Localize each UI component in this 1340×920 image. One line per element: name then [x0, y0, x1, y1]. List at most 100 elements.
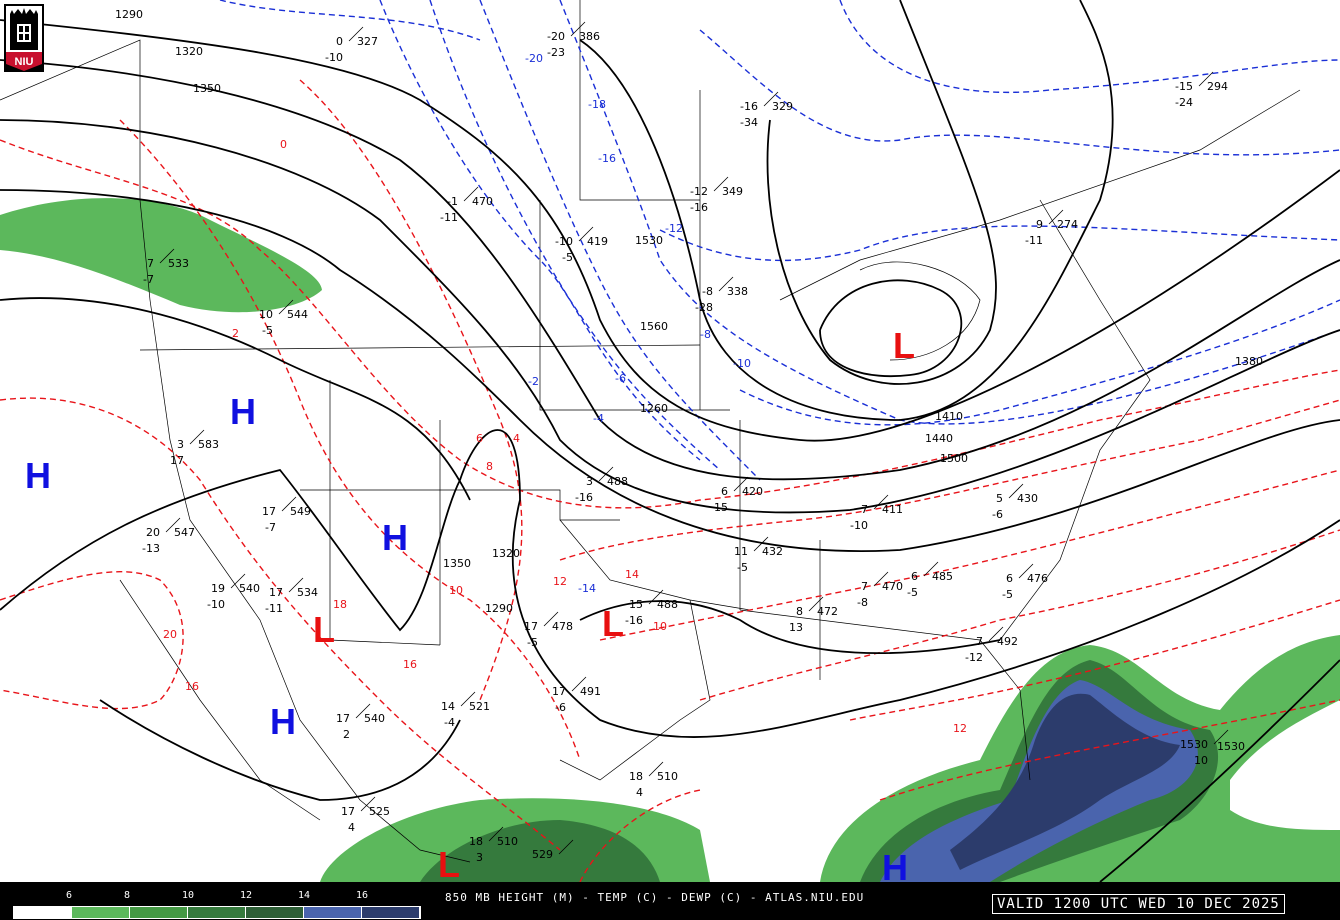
station-temp: 9 — [1036, 218, 1043, 231]
temperature-contour — [559, 0, 1340, 425]
station-temp: -1 — [447, 195, 458, 208]
station-dewpoint: -10 — [325, 51, 343, 64]
station-height: 470 — [882, 580, 903, 593]
wind-barb — [763, 91, 779, 107]
station-dewpoint: -5 — [1002, 588, 1013, 601]
station-temp: 18 — [469, 835, 483, 848]
station-height: 540 — [239, 582, 260, 595]
temperature-contour-label: 6 — [476, 432, 483, 445]
height-contour-label: 1380 — [1235, 355, 1263, 368]
station-dewpoint: -8 — [857, 596, 868, 609]
station-height: 485 — [932, 570, 953, 583]
temperature-contour-label: 14 — [625, 568, 639, 581]
station-height: 472 — [817, 605, 838, 618]
boundary-line — [739, 609, 1031, 781]
niu-logo: NIU — [4, 4, 44, 72]
temperature-contour-label: -6 — [615, 372, 626, 385]
station-dewpoint: -12 — [965, 651, 983, 664]
wind-barb — [753, 536, 769, 552]
temperature-contour — [659, 225, 1340, 262]
wind-barb — [1008, 483, 1024, 499]
station-plot: 17 540 2 — [336, 703, 385, 741]
station-height: 294 — [1207, 80, 1228, 93]
wind-barb — [488, 826, 504, 842]
scale-swatch — [246, 907, 304, 918]
station-dewpoint: -5 — [527, 636, 538, 649]
map-footer: 6 8 10 12 14 16 850 MB HEIGHT (M) - TEMP (C) … — [0, 882, 1340, 920]
low-pressure-center: L — [438, 844, 460, 882]
station-height: 488 — [607, 475, 628, 488]
scale-tick: 14 — [298, 890, 311, 901]
contour-labels: 1290132013501380141014401500153015601260… — [115, 8, 1263, 753]
station-plot: -20 386 -23 — [547, 21, 600, 59]
temperature-contour — [479, 0, 761, 481]
station-dewpoint: -11 — [440, 211, 458, 224]
station-plot: 7 470 -8 — [857, 571, 903, 609]
height-contour-label: 1290 — [485, 602, 513, 615]
height-contour — [819, 279, 963, 378]
station-dewpoint: 4 — [348, 821, 355, 834]
station-temp: 529 — [532, 848, 553, 861]
height-contour — [0, 189, 1340, 552]
wind-barb — [1198, 71, 1214, 87]
station-temp: 7 — [147, 257, 154, 270]
height-contour — [766, 0, 997, 385]
height-contour — [0, 429, 1340, 738]
boundary-line — [859, 261, 981, 361]
wind-barb — [230, 573, 246, 589]
station-height: 420 — [742, 485, 763, 498]
station-plot: 18 510 4 — [629, 761, 678, 799]
station-plot: 20 547 -13 — [142, 517, 195, 555]
station-dewpoint: 2 — [343, 728, 350, 741]
wind-barb — [571, 676, 587, 692]
boundary-line — [559, 519, 751, 611]
temperature-contour — [0, 139, 1340, 509]
station-plots: -1 470-11-10 419-5-12 349-16-16 329-34-8 338-… — [142, 21, 1229, 864]
temperature-contour-label: -10 — [733, 357, 751, 370]
temperature-contours — [0, 0, 1340, 882]
temperature-contour — [879, 699, 1340, 801]
station-plot: 7 492 -12 — [965, 626, 1018, 664]
boundary-line — [0, 39, 471, 863]
dewpoint-fill-layer — [0, 198, 1340, 882]
wind-barb — [360, 796, 376, 812]
wind-barb — [598, 466, 614, 482]
station-dewpoint: -5 — [907, 586, 918, 599]
boundary-line — [300, 489, 620, 521]
station-temp: -10 — [555, 235, 573, 248]
station-temp: -12 — [690, 185, 708, 198]
temperature-contour — [299, 79, 523, 701]
station-height: 492 — [997, 635, 1018, 648]
station-temp: 6 — [911, 570, 918, 583]
station-height: 476 — [1027, 572, 1048, 585]
station-height: 327 — [357, 35, 378, 48]
temperature-contour-label: -12 — [665, 222, 683, 235]
station-temp: 0 — [336, 35, 343, 48]
height-contour-label: 1500 — [940, 452, 968, 465]
low-pressure-center: L — [602, 603, 624, 644]
station-temp: 14 — [441, 700, 455, 713]
station-height: 338 — [727, 285, 748, 298]
station-dewpoint: 4 — [636, 786, 643, 799]
station-height: 488 — [657, 598, 678, 611]
high-pressure-center: H — [882, 847, 908, 882]
station-temp: 11 — [734, 545, 748, 558]
temperature-contour — [119, 119, 581, 761]
station-temp: 7 — [976, 635, 983, 648]
temperature-contour-label: 16 — [403, 658, 417, 671]
height-contour — [99, 699, 461, 801]
high-pressure-center: H — [230, 391, 256, 432]
temperature-contour — [699, 529, 1340, 701]
station-height: 419 — [587, 235, 608, 248]
station-dewpoint: -5 — [737, 561, 748, 574]
station-plot: -15 294 -24 — [1175, 71, 1228, 109]
station-plot: 0 327 -10 — [325, 26, 378, 64]
station-temp: 17 — [341, 805, 355, 818]
station-temp: -15 — [1175, 80, 1193, 93]
station-plot: 11 432 -5 — [734, 536, 783, 574]
station-height: 432 — [762, 545, 783, 558]
boundary-line — [579, 0, 700, 201]
height-contour-label: 1410 — [935, 410, 963, 423]
station-height: 470 — [472, 195, 493, 208]
